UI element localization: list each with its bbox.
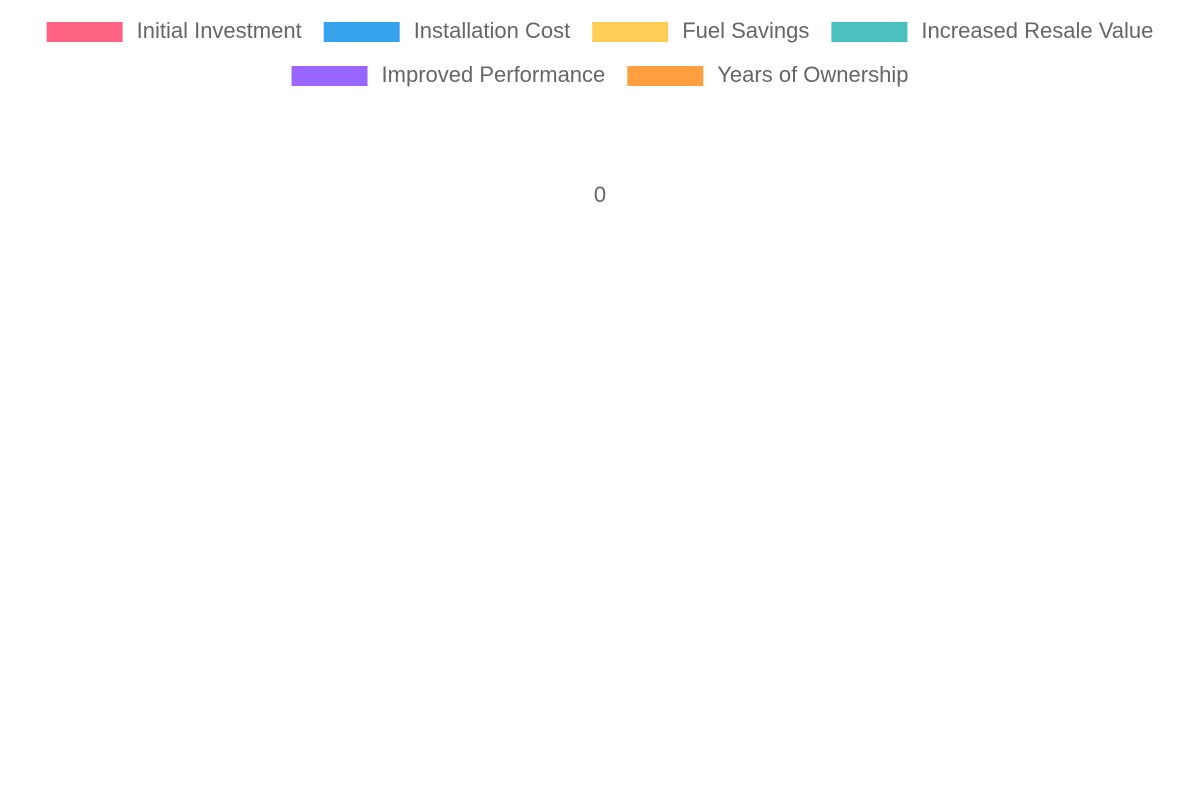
legend-swatch — [592, 22, 669, 42]
legend-swatch — [291, 66, 368, 86]
legend-label: Years of Ownership — [717, 62, 908, 87]
legend-item[interactable]: Installation Cost — [323, 18, 571, 43]
legend-swatch — [831, 22, 908, 42]
legend-item[interactable]: Increased Resale Value — [831, 18, 1153, 43]
legend-swatch — [323, 22, 400, 42]
legend-label: Improved Performance — [382, 62, 606, 87]
legend-item[interactable]: Improved Performance — [291, 62, 606, 87]
legend-item[interactable]: Initial Investment — [46, 18, 302, 43]
legend-item[interactable]: Fuel Savings — [592, 18, 809, 43]
legend-swatch — [46, 22, 123, 42]
r-tick-label: 0 — [594, 182, 606, 207]
legend-item[interactable]: Years of Ownership — [627, 62, 908, 87]
legend-label: Initial Investment — [137, 18, 302, 43]
legend-swatch — [627, 66, 704, 86]
legend-label: Installation Cost — [414, 18, 571, 43]
legend-label: Fuel Savings — [682, 18, 809, 43]
legend-label: Increased Resale Value — [921, 18, 1153, 43]
